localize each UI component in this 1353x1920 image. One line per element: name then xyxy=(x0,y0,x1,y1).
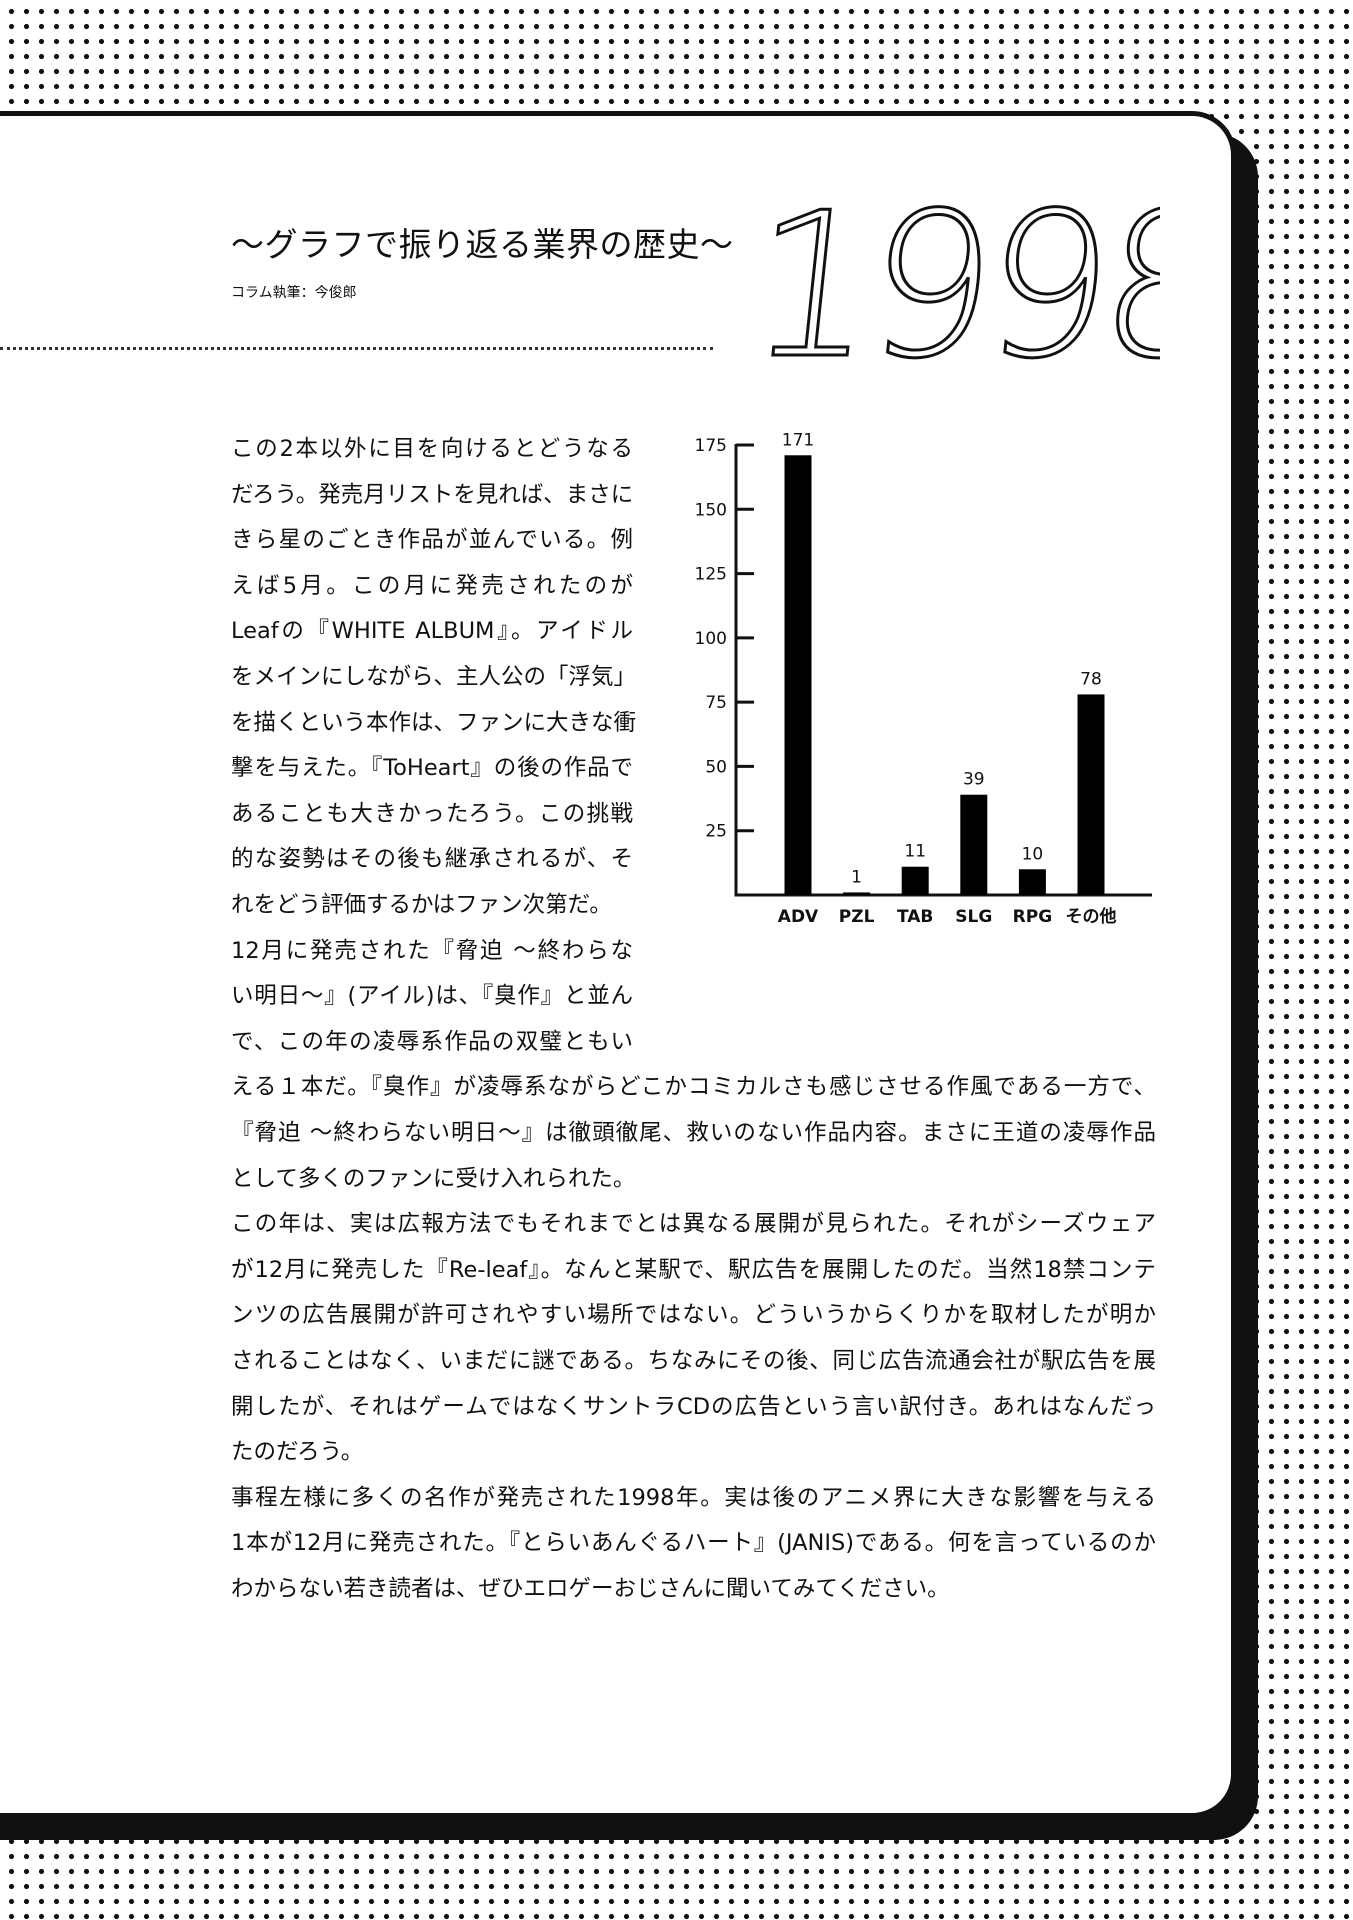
bar-その他 xyxy=(1077,694,1105,895)
y-tick-label: 75 xyxy=(705,693,727,713)
text-line: い明日〜』(アイル)は、『臭作』と並ん xyxy=(231,983,633,1010)
dotted-divider xyxy=(0,347,713,350)
text-line: 開したが、それはゲームではなくサントラCDの広告という言い訳付き。あれはなんだっ xyxy=(231,1393,1156,1420)
category-label: RPG xyxy=(1013,907,1053,927)
text-line: だろう。発売月リストを見れば、まさに xyxy=(231,481,634,508)
text-line: この年は、実は広報方法でもそれまでとは異なる展開が見られた。それがシーズウェア xyxy=(231,1211,1156,1238)
text-line: えば5月。この月に発売されたのが xyxy=(231,572,633,599)
bar-ADV xyxy=(784,455,812,895)
bar-RPG xyxy=(1018,869,1046,895)
text-line: える１本だ。『臭作』が凌辱系ながらどこかコミカルさも感じさせる作風である一方で、 xyxy=(231,1074,1156,1101)
bar-SLG xyxy=(960,794,988,895)
value-label: 10 xyxy=(1022,844,1044,864)
text-line: として多くのファンに受け入れられた。 xyxy=(231,1165,636,1192)
bar-PZL xyxy=(843,892,871,895)
category-label: SLG xyxy=(955,907,992,927)
value-label: 171 xyxy=(782,430,814,450)
text-line: わからない若き読者は、ぜひエロゲーおじさんに聞いてみてください。 xyxy=(231,1576,950,1602)
text-line: 撃を与えた。『ToHeart』の後の作品で xyxy=(231,755,633,782)
category-label: ADV xyxy=(778,907,819,927)
category-label: その他 xyxy=(1066,906,1117,927)
category-label: TAB xyxy=(897,907,933,927)
bar-TAB xyxy=(901,866,929,895)
page-card xyxy=(0,111,1236,1818)
value-label: 1 xyxy=(851,867,862,887)
text-line: 事程左様に多くの名作が発売された1998年。実は後のアニメ界に大きな影響を与える xyxy=(231,1484,1156,1511)
text-line: 『脅迫 〜終わらない明日〜』は徹頭徹尾、救いのない作品内容。まさに王道の凌辱作品 xyxy=(231,1120,1156,1146)
value-label: 39 xyxy=(963,770,985,790)
text-line: をメインにしながら、主人公の「浮気」 xyxy=(231,664,637,690)
text-line: が12月に発売した『Re-leaf』。なんと某駅で、駅広告を展開したのだ。当然1… xyxy=(231,1256,1156,1283)
byline: コラム執筆：今俊郎 xyxy=(231,285,357,301)
text-line: 12月に発売された『脅迫 〜終わらな xyxy=(231,937,633,964)
text-line: を描くという本作は、ファンに大きな衝 xyxy=(231,709,637,736)
text-line: 1本が12月に発売された。『とらいあんぐるハート』(JANIS)である。何を言っ… xyxy=(231,1530,1156,1557)
text-line: で、この年の凌辱系作品の双璧ともい xyxy=(231,1028,633,1055)
y-tick-label: 100 xyxy=(695,629,727,649)
text-line: ンツの広告展開が許可されやすい場所ではない。どういうからくりかを取材したが明か xyxy=(231,1302,1156,1329)
value-label: 11 xyxy=(904,842,926,862)
text-line: れをどう評価するかはファン次第だ。 xyxy=(231,892,612,918)
text-line: 的な姿勢はその後も継承されるが、そ xyxy=(231,846,633,873)
y-tick-label: 25 xyxy=(705,822,727,842)
category-label: PZL xyxy=(839,907,875,927)
column-title: 〜グラフで振り返る業界の歴史〜 xyxy=(231,225,734,264)
text-line: この2本以外に目を向けるとどうなる xyxy=(231,436,633,462)
genre-bar-chart: 25 50 75 100 125 150 175 171 ADV 1 PZL 11 TAB 39 SLG 10… xyxy=(695,430,1152,927)
value-label: 78 xyxy=(1080,669,1102,689)
text-line: あることも大きかったろう。この挑戦 xyxy=(231,800,633,827)
text-line: Leafの『WHITE ALBUM』。アイドル xyxy=(231,618,633,645)
y-tick-label: 50 xyxy=(705,757,727,777)
text-line: きら星のごとき作品が並んでいる。例 xyxy=(231,527,633,554)
text-line: されることはなく、いまだに謎である。ちなみにその後、同じ広告流通会社が駅広告を展 xyxy=(231,1348,1156,1374)
y-tick-label: 175 xyxy=(695,436,727,456)
y-tick-label: 125 xyxy=(695,565,727,585)
y-tick-label: 150 xyxy=(695,500,727,520)
year-heading: 1998 xyxy=(740,195,1160,375)
year-text: 1998 xyxy=(740,195,1160,375)
text-line: たのだろう。 xyxy=(231,1439,364,1466)
